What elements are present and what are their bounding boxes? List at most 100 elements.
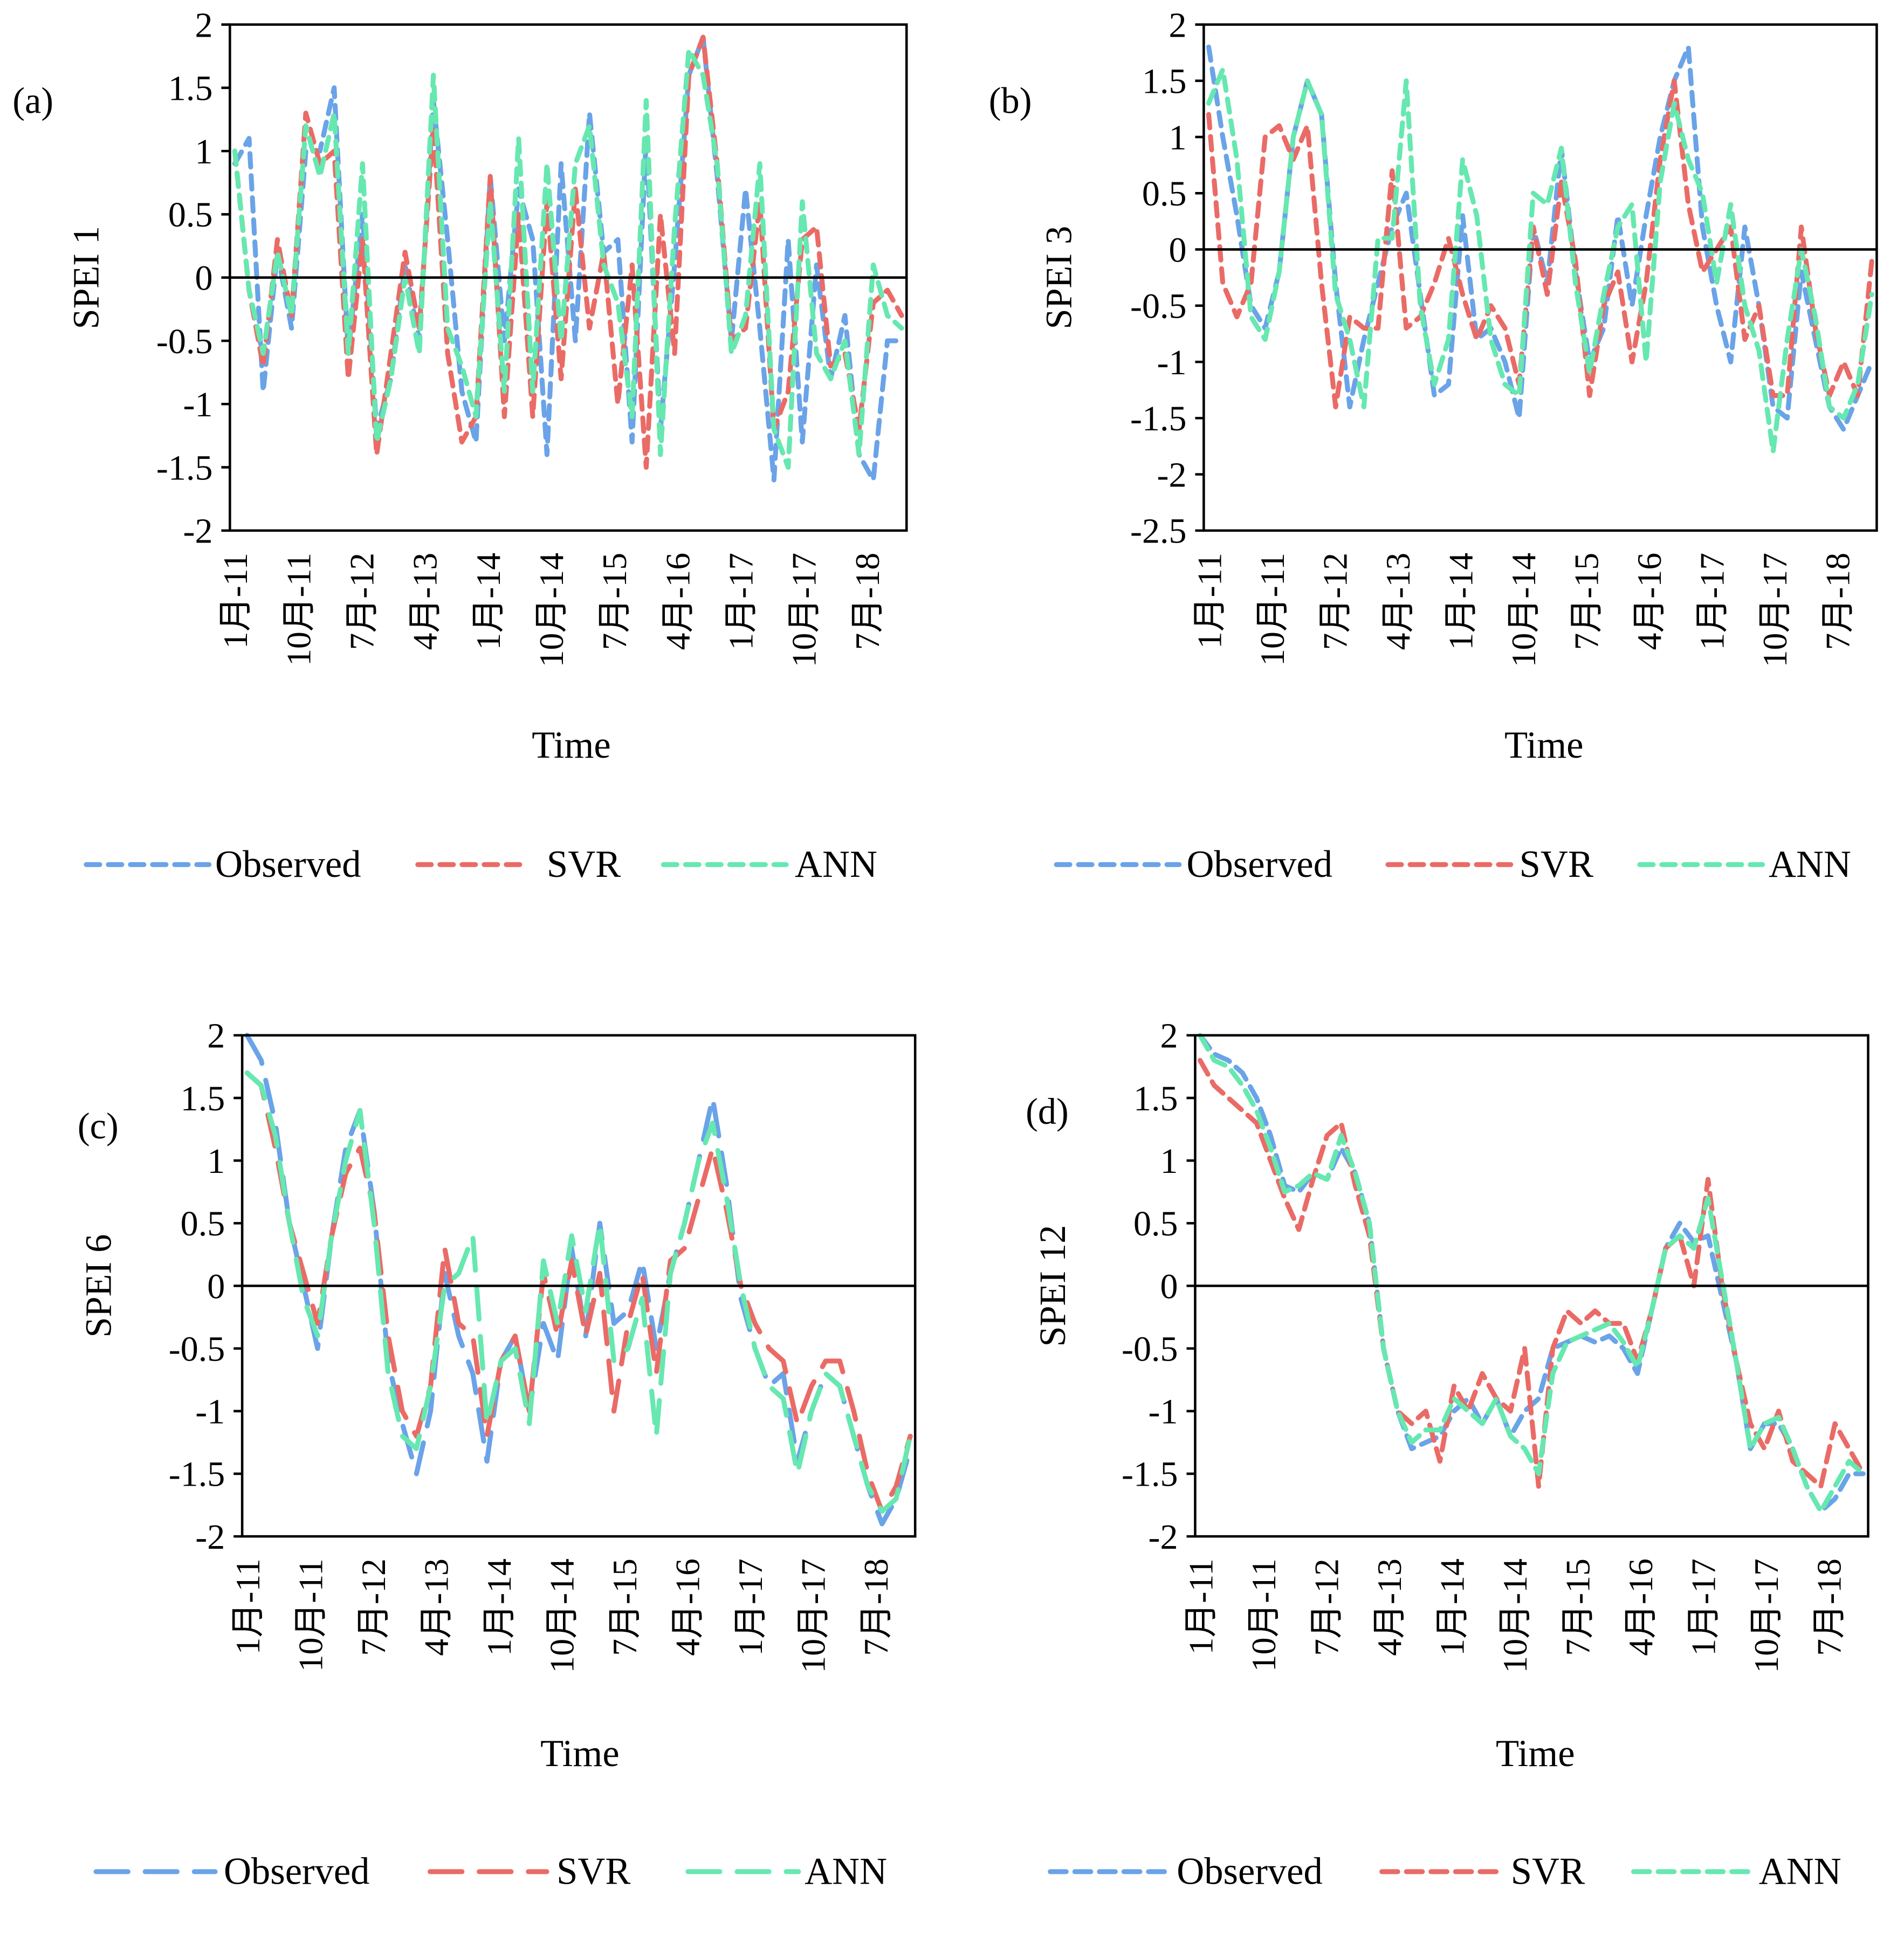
legend-label-observed: Observed (1177, 1851, 1323, 1893)
x-tick-label: 4月-16 (669, 1558, 707, 1656)
x-tick-label: 10月-11 (279, 553, 318, 666)
x-tick-label: 1月-14 (480, 1558, 518, 1656)
y-tick-label: 1.5 (1133, 1079, 1178, 1118)
x-tick-label: 7月-12 (1307, 1558, 1345, 1656)
y-tick-label: 2 (195, 5, 212, 45)
legend-label-ann: ANN (1769, 843, 1851, 885)
y-tick-label: 0 (195, 258, 212, 298)
series-line-ann (232, 47, 904, 470)
y-tick-label: -2 (1157, 455, 1186, 494)
x-tick-label: 10月-14 (532, 553, 570, 667)
y-tick-label: 1.5 (1142, 62, 1187, 101)
legend: Observed SVR ANN (1048, 1851, 1841, 1893)
x-tick-label: 1月-17 (1684, 1558, 1722, 1656)
x-tick-label: 10月-14 (543, 1558, 581, 1673)
x-tick-label: 10月-17 (794, 1558, 833, 1673)
x-tick-label: 4月-16 (1621, 1558, 1660, 1656)
y-tick-label: 1 (1160, 1142, 1178, 1181)
y-tick-label: -2 (195, 1517, 225, 1557)
x-tick-label: 4月-13 (1370, 1558, 1408, 1656)
legend-label-svr: SVR (547, 843, 621, 885)
x-tick-label: 7月-18 (857, 1558, 895, 1656)
chart-panel-d: 2 1.5 1 0.5 0 -0.5 -1 -1.5 -21月-11 10月-11 7月-12 4月-… (1026, 1016, 1869, 1893)
y-tick-label: 1.5 (181, 1079, 225, 1118)
legend-label-svr: SVR (1511, 1851, 1585, 1893)
series-line-observed (1206, 44, 1874, 432)
y-tick-label: 0 (207, 1267, 225, 1306)
y-tick-label: 1 (195, 132, 212, 171)
y-tick-label: 1 (1168, 118, 1186, 157)
x-tick-label: 4月-13 (406, 553, 444, 650)
legend-label-observed: Observed (215, 843, 361, 885)
x-tick-label: 7月-18 (1810, 1558, 1848, 1656)
legend-label-ann: ANN (805, 1851, 887, 1893)
x-tick-label: 1月-14 (469, 553, 507, 650)
y-tick-label: 0 (1168, 230, 1186, 270)
series-line-svr (1206, 78, 1874, 410)
x-axis-title: Time (532, 724, 611, 766)
y-tick-label: 2 (1160, 1016, 1178, 1056)
legend: Observed SVR ANN (93, 1851, 887, 1893)
x-tick-label: 1月-11 (229, 1558, 267, 1654)
y-tick-label: 2 (1168, 5, 1186, 45)
y-tick-label: -2.5 (1130, 512, 1187, 551)
y-tick-label: 1 (207, 1142, 225, 1181)
x-tick-label: 7月-12 (343, 553, 381, 650)
chart-panel-a: 2 1.5 1 0.5 0 -0.5 -1 -1.5 -21月-11 10月-11 7月-12 4月-… (12, 5, 908, 885)
y-tick-label: -2 (1149, 1517, 1178, 1557)
x-tick-label: 10月-11 (1253, 553, 1291, 666)
x-tick-label: 4月-13 (417, 1558, 456, 1656)
y-tick-label: 0.5 (1133, 1204, 1178, 1244)
y-tick-label: -1.5 (156, 448, 213, 487)
x-tick-label: 10月-14 (1504, 553, 1543, 667)
y-tick-label: 0.5 (1142, 174, 1187, 214)
x-axis-title: Time (540, 1733, 620, 1775)
x-tick-label: 7月-18 (1818, 553, 1857, 650)
series-line-ann (1206, 67, 1874, 455)
chart-panel-c: 2 1.5 1 0.5 0 -0.5 -1 -1.5 -21月-11 10月-11 7月-12 4月-… (78, 1016, 917, 1893)
series-line-ann (244, 1070, 913, 1514)
x-tick-label: 10月-17 (1756, 553, 1794, 667)
panel-label: (b) (989, 80, 1032, 121)
y-axis-title: SPEI 1 (66, 226, 107, 329)
y-tick-label: -2 (183, 512, 212, 551)
x-tick-label: 10月-14 (1496, 1558, 1534, 1673)
series-line-ann (1197, 1033, 1866, 1514)
y-tick-label: -0.5 (1122, 1329, 1178, 1369)
legend-label-svr: SVR (556, 1851, 630, 1893)
x-tick-label: 1月-11 (1190, 553, 1228, 649)
x-tick-label: 7月-15 (606, 1558, 644, 1656)
x-tick-label: 7月-12 (1316, 553, 1354, 650)
x-tick-label: 4月-13 (1379, 553, 1417, 650)
series-line-svr (244, 1070, 913, 1514)
y-tick-label: -1 (195, 1392, 225, 1432)
y-tick-label: -1 (1149, 1392, 1178, 1432)
x-tick-label: 1月-14 (1441, 553, 1480, 650)
series-line-observed (1197, 1033, 1866, 1514)
x-tick-label: 10月-17 (1747, 1558, 1785, 1673)
legend-label-svr: SVR (1520, 843, 1593, 885)
x-tick-label: 1月-11 (216, 553, 255, 649)
chart-panel-b: 2 1.5 1 0.5 0 -0.5 -1 -1.5 -2 -2.51月-11 10月-11 7月-1… (989, 5, 1878, 885)
x-tick-label: 1月-17 (721, 553, 760, 650)
legend-label-ann: ANN (1759, 1851, 1841, 1893)
x-axis-title: Time (1504, 724, 1584, 766)
y-axis-title: SPEI 3 (1038, 226, 1079, 329)
x-tick-label: 7月-12 (354, 1558, 393, 1656)
y-tick-label: 2 (207, 1016, 225, 1056)
legend: Observed SVR ANN (1054, 843, 1851, 885)
x-tick-label: 10月-17 (785, 553, 823, 667)
legend-label-observed: Observed (224, 1851, 370, 1893)
y-tick-label: -0.5 (1130, 287, 1187, 326)
y-tick-label: -1.5 (169, 1455, 225, 1494)
x-tick-label: 1月-17 (731, 1558, 769, 1656)
y-tick-label: -0.5 (169, 1329, 225, 1369)
y-tick-label: 0.5 (181, 1204, 225, 1244)
x-tick-label: 7月-18 (848, 553, 886, 650)
x-tick-label: 1月-14 (1433, 1558, 1471, 1656)
y-tick-label: 1.5 (168, 69, 213, 108)
y-axis-title: SPEI 12 (1032, 1225, 1073, 1347)
x-tick-label: 4月-16 (658, 553, 697, 650)
